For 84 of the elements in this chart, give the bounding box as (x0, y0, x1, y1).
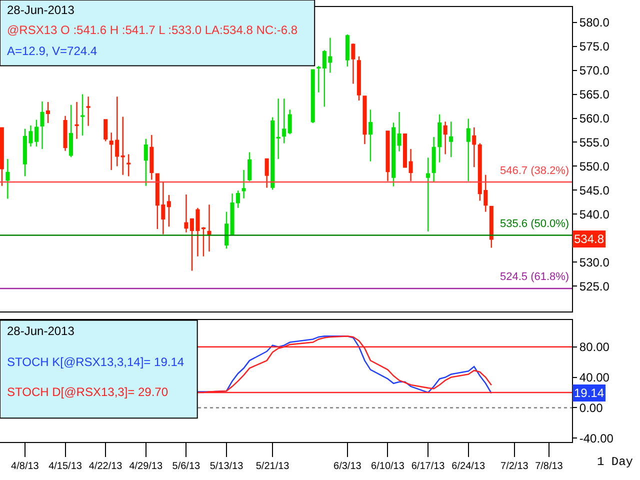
x-tick-label: 6/3/13 (334, 461, 362, 472)
candlestick (345, 34, 350, 68)
annotation: 28-Jun-2013 (7, 324, 75, 338)
candlestick (443, 121, 448, 155)
text: STOCH K[@RSX13,3,14]= 19.14 (7, 355, 184, 369)
x-tick-label: 6/17/13 (411, 461, 446, 472)
candlestick (242, 169, 246, 199)
candlestick (166, 194, 171, 228)
x-tick-label: 4/15/13 (48, 461, 82, 472)
candlestick (403, 133, 408, 168)
y-tick-label: 570.0 (579, 64, 610, 78)
text: 1 Day (597, 455, 634, 469)
candlestick (316, 65, 321, 93)
candlestick (368, 109, 372, 162)
candlestick (264, 158, 269, 188)
candlestick (489, 205, 494, 248)
candlestick (34, 119, 38, 148)
candlestick (150, 134, 154, 180)
annotation: A=12.9, V=724.4 (7, 44, 98, 58)
x-tick-label: 7/2/13 (500, 461, 529, 472)
candlestick (201, 226, 206, 257)
y-tick-label: 565.0 (579, 87, 610, 102)
candlestick (104, 119, 108, 142)
y-tick-label: 545.0 (579, 183, 610, 198)
candlestick (6, 158, 10, 200)
x-tick-label: 4/22/13 (88, 461, 123, 472)
candlestick (282, 98, 286, 144)
y-tick-label: 550.0 (579, 159, 610, 174)
ref-line-label: 524.5 (61.8%) (500, 271, 570, 283)
text: 19.14 (574, 386, 604, 400)
y-tick-label: 555.0 (579, 135, 610, 150)
candlestick (184, 194, 188, 233)
annotation: 28-Jun-2013 (7, 3, 75, 17)
text: 534.8 (574, 232, 604, 246)
x-tick-label: 4/8/13 (11, 461, 40, 472)
y-tick-label: 540.0 (579, 207, 610, 222)
candlestick (310, 68, 315, 124)
text: STOCH D[@RSX13,3]= 29.70 (7, 385, 168, 399)
ref-line-label: 546.7 (38.2%) (500, 165, 570, 177)
candlestick (362, 96, 367, 145)
y-tick-label: 525.0 (579, 279, 610, 294)
candlestick (80, 94, 85, 136)
candlestick (0, 127, 4, 186)
ref-line-label: 535.6 (50.0%) (500, 218, 570, 230)
y-tick-label: -40.00 (579, 431, 614, 446)
candlestick (86, 96, 90, 127)
y-tick-label: 530.0 (579, 255, 610, 270)
candlestick (432, 136, 436, 183)
x-tick-label: 6/10/13 (371, 461, 405, 472)
candlestick (356, 56, 361, 102)
candlestick (144, 138, 148, 186)
candlestick (466, 118, 470, 182)
candlestick (63, 115, 68, 152)
x-tick-label: 7/8/13 (535, 461, 564, 472)
candlestick (40, 100, 44, 150)
x-tick-label: 5/13/13 (210, 461, 244, 472)
candlestick (126, 154, 131, 177)
y-tick-label: 80.00 (579, 340, 610, 354)
y-tick-label: 575.0 (579, 40, 610, 54)
y-tick-label: 0.00 (579, 400, 604, 415)
x-tick-label: 6/24/13 (452, 461, 486, 472)
candlestick (46, 101, 50, 124)
y-tick-label: 560.0 (579, 111, 610, 126)
candlestick (426, 156, 430, 232)
y-tick-label: 580.0 (579, 16, 610, 30)
x-tick-label: 4/29/13 (129, 461, 163, 472)
candlestick (449, 121, 454, 158)
annotation: @RSX13 O :541.6 H :541.7 L :533.0 LA:534.8 NC:-6.8 (7, 23, 298, 37)
candlestick (69, 104, 74, 158)
candlestick (74, 101, 79, 140)
candlestick (472, 126, 476, 168)
candlestick (408, 148, 413, 182)
x-tick-label: 5/21/13 (256, 461, 290, 472)
y-tick-label: 40.00 (579, 370, 610, 384)
candlestick (288, 109, 292, 135)
candlestick (276, 98, 280, 160)
candlestick (270, 116, 275, 190)
candlestick (351, 42, 356, 84)
candlestick (120, 116, 125, 176)
candlestick (248, 152, 252, 182)
candlestick (438, 114, 442, 163)
x-tick-label: 5/6/13 (172, 461, 201, 472)
candlestick (386, 130, 390, 182)
candlestick (207, 204, 212, 252)
